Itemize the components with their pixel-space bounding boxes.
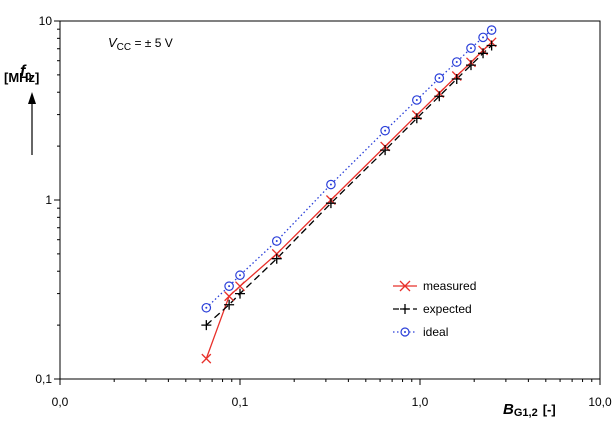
data-point-dot xyxy=(384,129,387,132)
data-point-dot xyxy=(205,306,208,309)
data-point-ideal xyxy=(224,281,234,291)
legend-measured: measured xyxy=(393,279,476,293)
data-point-dot xyxy=(275,240,278,243)
x-axis-label: BG1,2 [-] xyxy=(503,401,556,419)
data-point-expected xyxy=(201,320,212,331)
legend-ideal: ideal xyxy=(393,325,448,339)
data-point-expected xyxy=(235,288,245,299)
data-point-dot xyxy=(490,29,493,32)
data-point-ideal xyxy=(412,95,422,105)
data-point-expected xyxy=(434,91,445,102)
series-group xyxy=(201,25,497,364)
legend-label-expected: expected xyxy=(423,302,472,316)
legend: measured expected ideal xyxy=(393,279,476,339)
data-point-ideal xyxy=(434,73,445,83)
supply-voltage-annotation: VCC = ± 5 V xyxy=(108,35,173,53)
x-tick-label: 1,0 xyxy=(412,395,429,409)
y-tick-label: 1 xyxy=(45,193,52,207)
data-point-expected xyxy=(486,40,497,51)
data-point-ideal xyxy=(235,270,245,281)
x-axis-subscript: G1,2 xyxy=(514,407,538,419)
data-point-ideal xyxy=(451,57,462,67)
data-point-dot xyxy=(455,61,458,64)
legend-expected: expected xyxy=(393,302,472,316)
data-point-expected xyxy=(271,253,282,264)
x-axis-unit: [-] xyxy=(543,402,556,417)
data-point-ideal xyxy=(201,302,212,313)
up-arrow-icon xyxy=(28,92,36,155)
x-tick-label: 0,1 xyxy=(232,395,249,409)
data-point-dot xyxy=(482,36,485,39)
data-point-ideal xyxy=(380,125,390,136)
y-axis-label: f0 xyxy=(20,63,31,83)
legend-label-measured: measured xyxy=(423,279,476,293)
y-tick-label: 10 xyxy=(39,14,53,28)
data-point-dot xyxy=(228,285,231,288)
data-point-dot xyxy=(239,274,241,277)
annotation-subscript: CC xyxy=(117,42,131,53)
data-point-measured xyxy=(201,353,212,364)
x-axis-symbol: B xyxy=(503,401,514,418)
data-point-expected xyxy=(465,60,476,71)
data-point-ideal xyxy=(326,179,336,190)
y-tick-label: 0,1 xyxy=(35,372,52,386)
data-point-expected xyxy=(380,145,391,156)
data-point-measured xyxy=(224,291,235,302)
data-point-expected xyxy=(451,74,462,85)
data-point-dot xyxy=(415,98,418,101)
data-point-expected xyxy=(478,48,489,59)
annotation-symbol: V xyxy=(108,35,118,50)
data-point-expected xyxy=(325,198,336,209)
x-tick-label: 10,0 xyxy=(588,395,612,409)
data-point-ideal xyxy=(486,25,497,35)
data-point-dot xyxy=(469,47,472,50)
data-point-dot xyxy=(438,77,441,80)
data-point-ideal xyxy=(478,32,488,43)
data-point-dot xyxy=(329,183,332,186)
data-point-ideal xyxy=(466,43,476,53)
annotation-rest: = ± 5 V xyxy=(131,36,173,50)
legend-label-ideal: ideal xyxy=(423,325,448,339)
y-axis-unit: [MHz] xyxy=(4,70,39,85)
y-axis-symbol: f xyxy=(20,63,27,80)
y-axis-subscript: 0 xyxy=(25,71,31,83)
data-point-measured xyxy=(235,281,245,292)
data-point-ideal xyxy=(271,236,282,246)
x-tick-label: 0,0 xyxy=(52,395,69,409)
data-point-expected xyxy=(411,113,422,124)
data-point-expected xyxy=(224,299,235,310)
